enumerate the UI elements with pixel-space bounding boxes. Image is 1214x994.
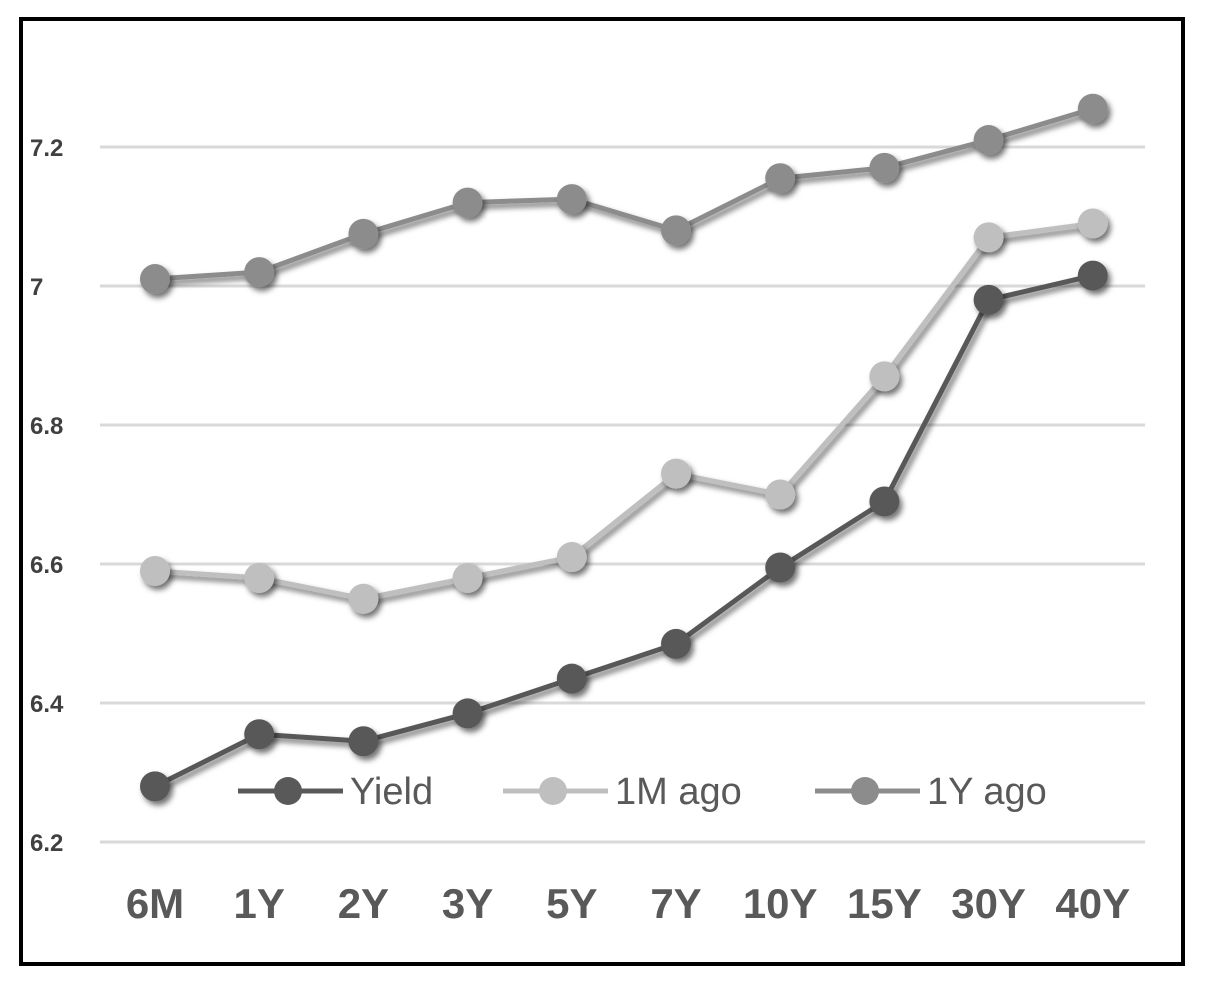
legend-label: 1Y ago (927, 771, 1047, 813)
data-point (661, 215, 691, 246)
data-point (348, 218, 379, 249)
legend-item: Yield (238, 771, 433, 813)
data-point (661, 458, 691, 489)
x-tick-label: 15Y (847, 880, 922, 927)
data-point (765, 552, 796, 583)
x-tick-label: 6M (126, 880, 184, 927)
legend-marker (539, 777, 567, 805)
chart-frame (19, 17, 1185, 966)
data-point (973, 284, 1004, 315)
series-layer (140, 93, 1108, 802)
series-yield (140, 260, 1108, 802)
data-point (348, 726, 379, 757)
data-point (452, 187, 483, 218)
data-point (661, 628, 691, 659)
data-point (556, 184, 587, 215)
legend-marker (274, 777, 302, 805)
y-tick-label: 6.4 (30, 691, 64, 718)
series-line (153, 273, 1094, 789)
data-point (556, 542, 587, 573)
x-tick-label: 40Y (1055, 880, 1130, 927)
data-point (869, 486, 900, 517)
data-point (1077, 93, 1108, 124)
data-point (348, 583, 379, 614)
x-tick-label: 3Y (442, 880, 493, 927)
y-tick-label: 7.2 (30, 135, 63, 162)
x-tick-label: 1Y (234, 880, 285, 927)
data-point (973, 222, 1004, 253)
y-axis-ticks: 6.2 6.4 6.6 6.8 7 7.2 (30, 135, 64, 857)
y-tick-label: 7 (30, 274, 43, 301)
legend-item: 1M ago (503, 771, 742, 813)
data-point (244, 257, 275, 288)
data-point (765, 479, 796, 510)
data-point (452, 698, 483, 729)
y-tick-label: 6.8 (30, 413, 63, 440)
data-point (973, 125, 1004, 156)
legend-label: Yield (350, 771, 433, 813)
data-point (765, 163, 796, 194)
x-axis-ticks: 6M 1Y 2Y 3Y 5Y 7Y 10Y 15Y 30Y 40Y (126, 880, 1130, 927)
legend: Yield 1M ago 1Y ago (238, 771, 1047, 813)
data-point (244, 719, 275, 750)
data-point (140, 555, 170, 586)
series-line (154, 106, 1094, 282)
data-point (869, 361, 900, 392)
data-point (140, 264, 170, 295)
series-1y-ago (140, 93, 1108, 295)
data-point (556, 663, 587, 694)
legend-item: 1Y ago (815, 771, 1047, 813)
y-tick-label: 6.2 (30, 830, 63, 857)
data-point (869, 152, 900, 183)
legend-marker (851, 777, 879, 805)
x-tick-label: 10Y (743, 880, 818, 927)
legend-label: 1M ago (615, 771, 742, 813)
y-tick-label: 6.6 (30, 552, 63, 579)
series-1m-ago (140, 208, 1108, 614)
data-point (452, 562, 483, 593)
x-tick-label: 5Y (546, 880, 597, 927)
x-tick-label: 30Y (951, 880, 1026, 927)
series-line (154, 220, 1094, 602)
data-point (244, 562, 275, 593)
data-point (1077, 260, 1108, 291)
x-tick-label: 7Y (650, 880, 701, 927)
data-point (140, 771, 170, 802)
x-tick-label: 2Y (338, 880, 389, 927)
data-point (1077, 208, 1108, 239)
